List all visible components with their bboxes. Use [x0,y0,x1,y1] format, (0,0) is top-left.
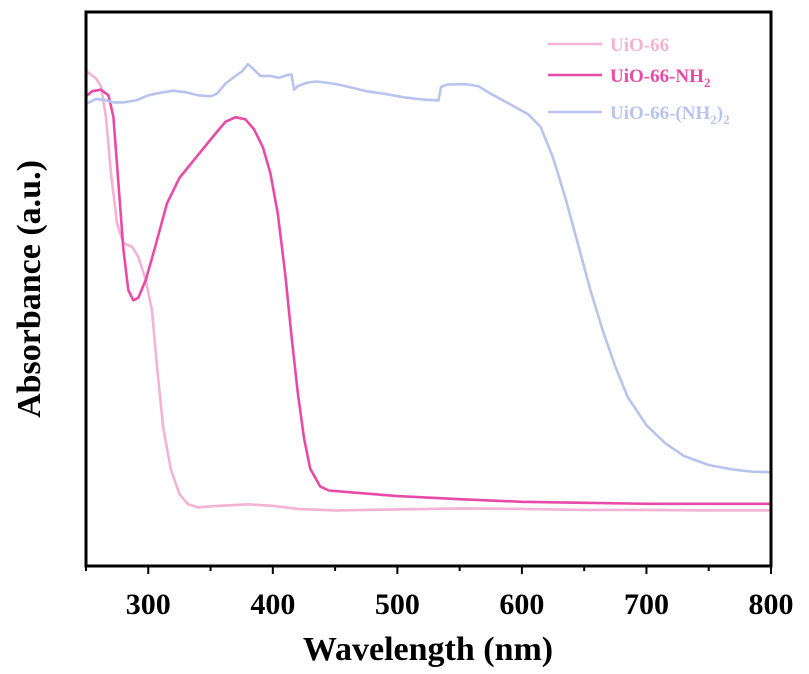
series-layer [84,62,773,512]
x-tick-label: 600 [499,588,544,621]
series-line-2 [84,88,773,506]
legend-label-3: UiO-66-(NH2)2 [610,103,730,127]
series-line-1 [84,69,773,512]
x-tick-label: 300 [126,588,171,621]
x-axis-ticks: 300 400 500 600 700 800 [85,566,794,621]
x-tick-label: 800 [749,588,794,621]
x-tick-label: 500 [375,588,420,621]
series-line-3 [84,62,773,474]
legend-label-1: UiO-66 [610,35,669,56]
x-axis-title: Wavelength (nm) [303,631,553,668]
legend: UiO-66 UiO-66-NH2 UiO-66-(NH2)2 [548,35,730,127]
plot-frame [84,10,773,568]
legend-label-2: UiO-66-NH2 [610,66,710,90]
x-tick-label: 700 [624,588,669,621]
x-tick-label: 400 [250,588,295,621]
y-axis-title: Absorbance (a.u.) [11,160,48,418]
